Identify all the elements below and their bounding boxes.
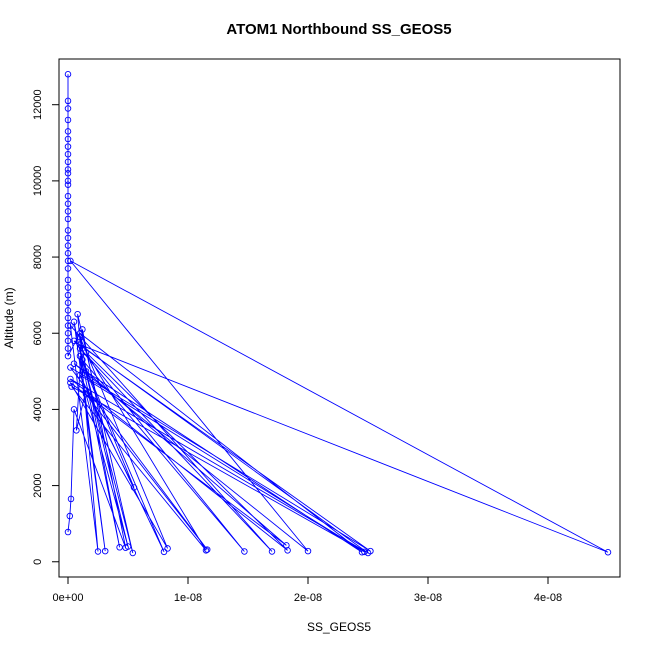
data-point <box>82 390 90 398</box>
x-tick-label: 4e-08 <box>534 592 562 604</box>
x-axis: 0e+00 1e-08 2e-08 3e-08 4e-08 <box>53 576 562 604</box>
data-point <box>101 547 109 555</box>
data-point <box>64 314 72 322</box>
x-tick-label: 2e-08 <box>294 592 322 604</box>
data-point <box>367 547 374 555</box>
data-point <box>67 495 75 503</box>
x-tick-label: 1e-08 <box>174 592 202 604</box>
plot-area <box>58 58 621 578</box>
data-point <box>64 227 72 234</box>
data-point <box>64 200 72 207</box>
data-point <box>76 371 84 379</box>
data-point <box>304 547 312 555</box>
data-point <box>203 546 211 553</box>
data-point <box>64 322 72 329</box>
y-tick-label: 6000 <box>32 321 44 345</box>
y-tick-label: 2000 <box>32 473 44 497</box>
data-point <box>82 368 90 375</box>
data-point <box>64 116 72 124</box>
data-point <box>82 387 90 394</box>
data-point <box>64 143 72 150</box>
data-point <box>76 352 84 360</box>
data-point <box>64 528 72 536</box>
data-point <box>64 234 72 242</box>
x-tick-label: 3e-08 <box>414 592 442 604</box>
data-point <box>283 542 290 549</box>
data-point <box>129 549 137 557</box>
data-point <box>64 257 72 265</box>
data-point <box>70 360 78 367</box>
data-point <box>64 135 72 143</box>
data-point <box>64 284 72 291</box>
data-point <box>358 548 366 556</box>
data-point <box>64 352 72 360</box>
data-point <box>64 166 72 173</box>
data-point <box>67 379 74 387</box>
y-tick-label: 10000 <box>32 166 44 197</box>
data-point <box>64 170 72 177</box>
data-point <box>164 545 171 552</box>
data-point <box>74 310 81 318</box>
data-point <box>130 484 138 491</box>
data-point <box>67 322 74 329</box>
data-point <box>64 128 72 135</box>
data-point <box>64 208 72 215</box>
data-point <box>67 375 74 383</box>
chart-title: ATOM1 Northbound SS_GEOS5 <box>226 21 451 38</box>
data-point <box>67 257 74 265</box>
data-point <box>64 150 72 158</box>
data-point <box>64 265 72 272</box>
y-tick-label: 12000 <box>32 89 44 120</box>
data-point <box>68 383 75 390</box>
series-line <box>67 74 609 554</box>
x-tick-label: 0e+00 <box>53 592 84 604</box>
data-point <box>241 548 248 555</box>
data-point <box>64 299 72 307</box>
data-point <box>202 547 210 554</box>
series-layer <box>64 70 612 557</box>
data-point <box>160 548 168 556</box>
data-point <box>64 215 72 223</box>
data-point <box>70 337 78 345</box>
data-point <box>76 341 84 348</box>
data-point <box>73 427 80 434</box>
y-tick-label: 8000 <box>32 245 44 269</box>
data-point <box>361 548 368 556</box>
data-point <box>79 326 86 333</box>
data-point <box>64 329 72 337</box>
data-point <box>64 181 72 188</box>
data-point <box>94 548 102 555</box>
data-point <box>122 544 129 551</box>
data-point <box>64 345 72 352</box>
data-point <box>64 242 72 249</box>
data-point <box>70 318 78 326</box>
y-axis: 0 2000 4000 6000 8000 10000 12000 <box>32 89 60 565</box>
data-point <box>604 548 612 556</box>
data-point <box>67 364 74 371</box>
data-point <box>64 97 72 105</box>
data-point <box>64 249 72 257</box>
y-tick-label: 4000 <box>32 397 44 421</box>
data-point <box>268 548 276 555</box>
data-point <box>64 177 72 185</box>
data-point <box>66 512 74 520</box>
data-point <box>76 345 84 352</box>
x-axis-label: SS_GEOS5 <box>307 620 371 634</box>
data-point <box>64 307 72 314</box>
data-point <box>76 333 84 341</box>
y-tick-label: 0 <box>32 559 44 565</box>
data-point <box>64 105 72 112</box>
data-point <box>64 276 72 284</box>
data-point <box>64 192 72 200</box>
data-point <box>64 291 72 299</box>
data-point <box>70 406 78 413</box>
y-axis-label: Altitude (m) <box>2 287 16 348</box>
data-point <box>64 70 72 78</box>
data-point <box>82 349 90 356</box>
data-point <box>64 158 72 166</box>
